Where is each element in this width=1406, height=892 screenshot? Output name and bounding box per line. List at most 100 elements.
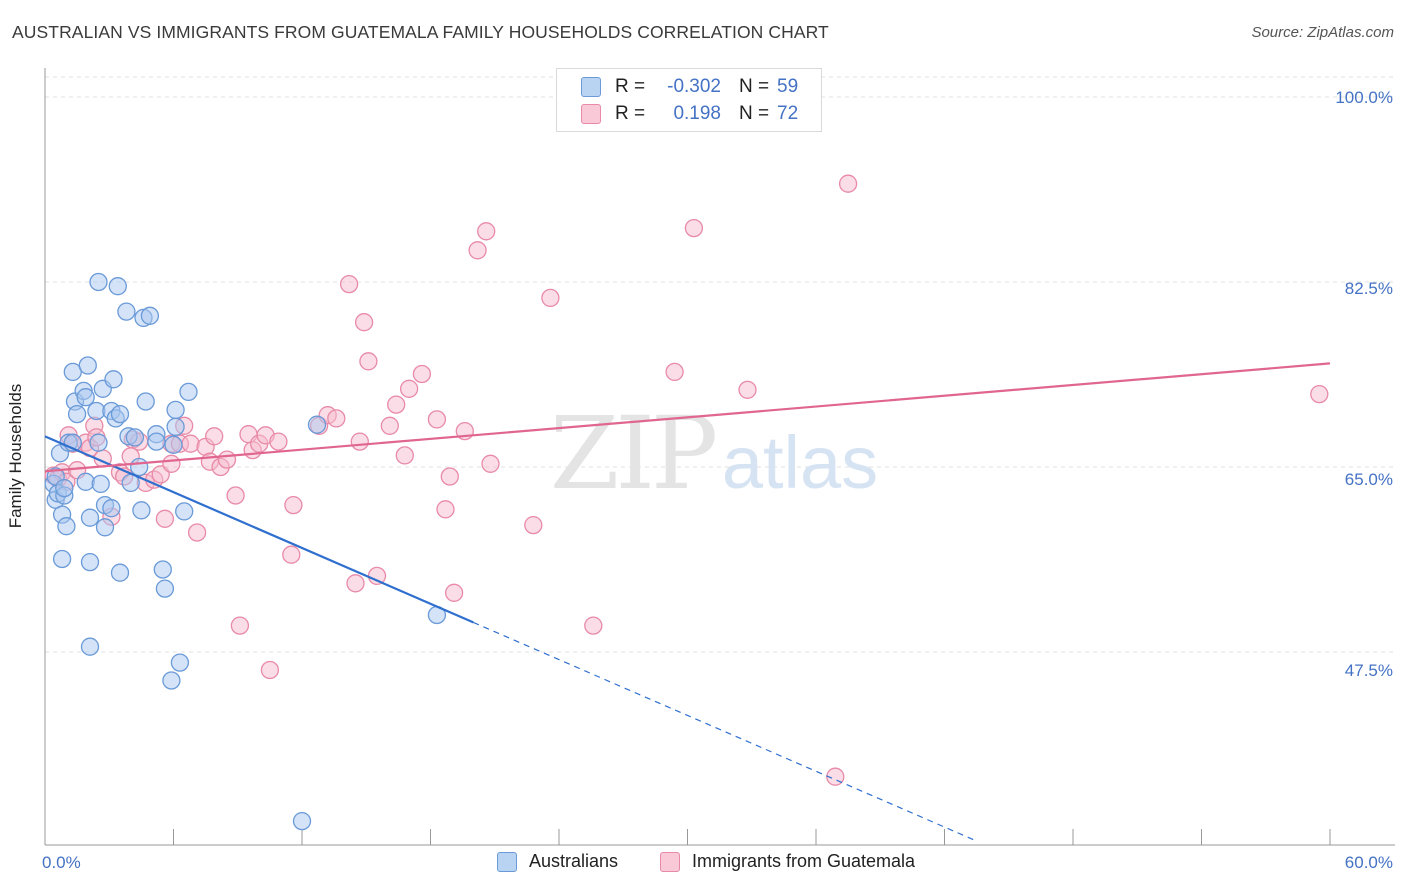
australians-point [80,508,100,527]
australians-point [80,552,100,572]
australians-point [307,415,327,434]
australians-point [76,472,95,491]
guatemala-point [260,660,280,680]
australians-point [140,306,160,325]
australians-point [55,478,74,498]
legend-r-label: R = [615,103,646,124]
source-label: Source: ZipAtlas.com [1251,24,1394,41]
australians-point [104,370,123,389]
guatemala-point [339,274,359,294]
australians-point [52,549,72,569]
legend-label-guatemala: Immigrants from Guatemala [692,851,916,871]
australians-point [91,474,110,494]
guatemala-point [284,495,303,515]
australians-point [110,404,130,424]
guatemala-point [665,362,684,382]
australians-point [125,428,145,447]
guatemala-point [444,583,464,602]
guatemala-point [427,410,447,429]
australians-point [67,404,87,424]
australians-point [110,563,130,582]
guatemala-point [187,523,207,542]
australians-point [102,499,121,518]
guatemala-point [226,486,245,505]
guatemala-point [354,313,374,332]
legend-label-australians: Australians [529,851,619,871]
series-australians-points [44,272,447,831]
guatemala-point [230,616,250,635]
trend-line-australians-extension [473,621,975,841]
australians-point [153,560,172,579]
australians-point [95,518,115,537]
australians-point [108,277,127,296]
guatemala-point [359,352,378,371]
y-tick-label-100: 100.0% [1335,88,1393,107]
australians-point [164,435,183,454]
legend-r-value: -0.302 [667,76,721,97]
guatemala-point [387,395,406,414]
stats-legend: R = -0.302 N = 59 R = 0.198 N = 72 [556,68,822,132]
y-tick-label-47-5: 47.5% [1344,661,1393,680]
axes [44,68,1395,846]
australians-point [147,432,166,451]
guatemala-point [327,409,346,428]
guatemala-point [412,364,432,384]
australians-point [132,501,151,520]
guatemala-point [838,174,858,193]
legend-swatch-guatemala [581,104,601,124]
australians-point [292,811,312,831]
guatemala-point [395,446,414,465]
australians-point [89,433,108,452]
guatemala-point [584,616,603,635]
trend-lines [44,362,1331,841]
australians-point [170,653,190,672]
series-legend: Australians Immigrants from Guatemala [0,851,1406,877]
australians-point [80,637,100,656]
trend-line-guatemala [44,362,1331,473]
legend-swatch-australians [497,851,517,872]
legend-item-guatemala[interactable]: Immigrants from Guatemala [660,851,915,872]
guatemala-point [436,500,455,519]
guatemala-point [155,509,175,528]
guatemala-point [477,222,496,241]
guatemala-point [1310,384,1329,404]
legend-row-guatemala: R = 0.198 N = 72 [581,102,798,126]
guatemala-point [269,432,288,451]
legend-n-label: N = [739,76,770,97]
guatemala-point [217,450,237,469]
australians-point [155,579,175,598]
australians-point [166,400,185,420]
guatemala-point [205,427,224,446]
watermark-zip: ZIP [550,395,715,512]
guatemala-point [282,545,301,564]
guatemala-point [440,467,459,486]
guatemala-point [350,432,369,451]
legend-swatch-australians [581,77,601,97]
australians-point [162,671,181,690]
legend-r-value: 0.198 [673,103,721,124]
guatemala-point [162,454,181,473]
y-tick-label-82-5: 82.5% [1344,279,1393,298]
australians-point [76,388,95,407]
guatemala-point [738,380,757,399]
grid-lines [45,76,1395,653]
australians-point [136,392,155,411]
australians-point [179,382,198,402]
x-tick-label-min: 0.0% [42,853,81,872]
guatemala-point [346,574,365,593]
australians-point [130,457,149,477]
australians-point [175,502,194,521]
guatemala-point [468,241,487,260]
australians-point [57,517,76,536]
y-axis-label: Family Households [6,383,25,529]
legend-item-australians[interactable]: Australians [497,851,618,872]
australians-point [117,302,136,321]
guatemala-point [524,515,543,535]
watermark-atlas: atlas [722,421,878,504]
legend-row-australians: R = -0.302 N = 59 [581,75,798,99]
guatemala-point [380,416,399,435]
legend-n-value: 59 [777,76,799,97]
australians-point [166,417,185,436]
guatemala-point [541,288,560,308]
